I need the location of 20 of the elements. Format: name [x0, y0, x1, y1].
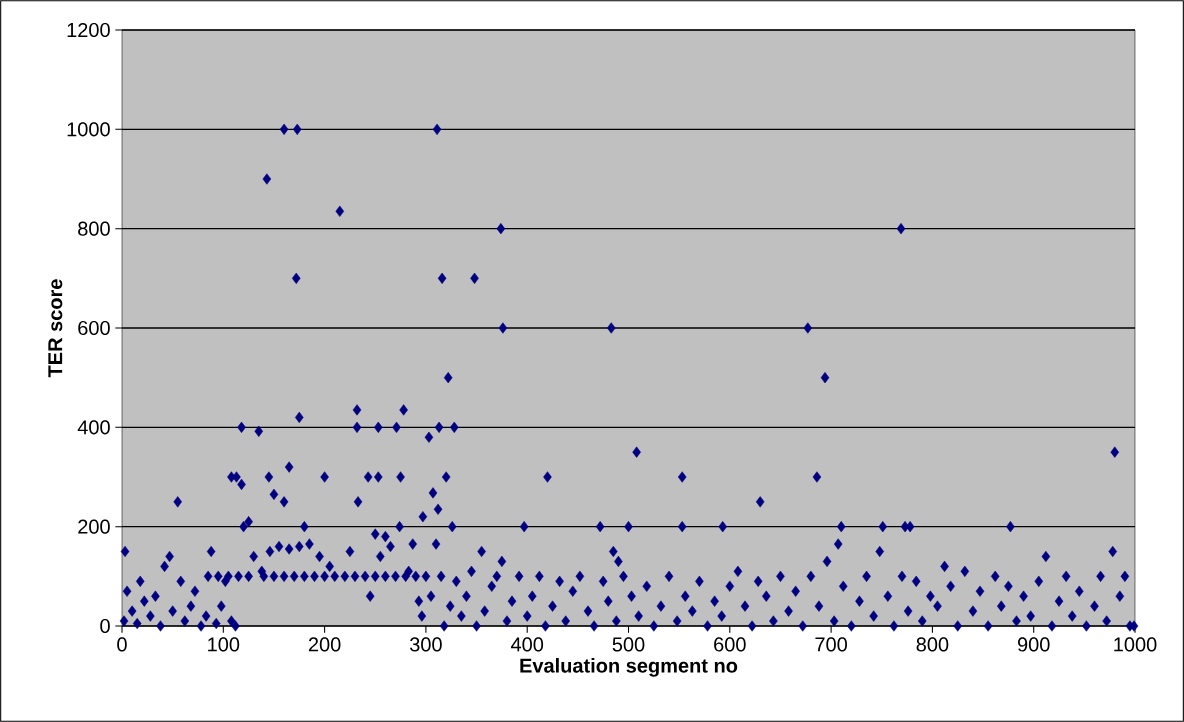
y-tick-label: 800: [78, 221, 110, 236]
y-tick-label: 0: [100, 618, 110, 634]
y-tick-label: 1000: [67, 122, 110, 137]
x-tick-label: 1000: [1114, 637, 1157, 652]
x-tick-label: 800: [916, 637, 949, 652]
y-tick-label: 1200: [67, 22, 110, 38]
x-tick-label: 0: [117, 637, 127, 652]
x-tick-label: 600: [714, 637, 746, 652]
x-tick-label: 200: [308, 637, 341, 652]
x-axis-title: Evaluation segment no: [520, 658, 738, 677]
x-tick-label: 900: [1017, 637, 1050, 652]
y-tick-label: 200: [78, 519, 110, 534]
x-tick-label: 700: [815, 637, 847, 652]
y-tick-label: 400: [77, 420, 110, 435]
x-tick-label: 500: [612, 637, 645, 652]
y-tick-label: 600: [78, 320, 110, 336]
y-axis-title: TER score: [48, 279, 63, 378]
x-tick-label: 400: [510, 637, 544, 652]
x-tick-label: 100: [208, 637, 240, 652]
x-tick-label: 300: [409, 637, 442, 652]
